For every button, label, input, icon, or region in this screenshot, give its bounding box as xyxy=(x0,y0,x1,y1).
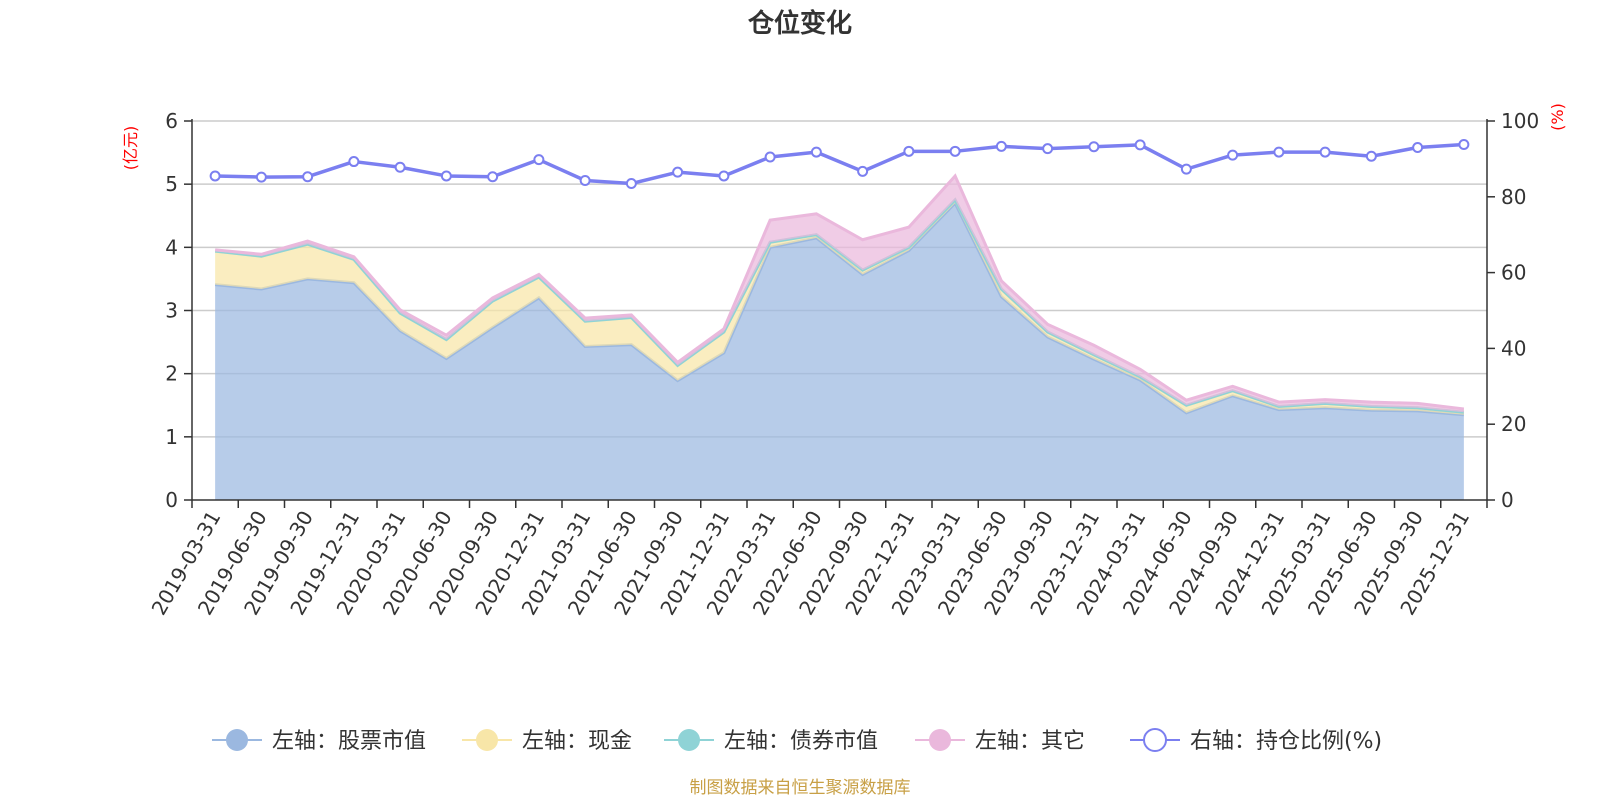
legend-item[interactable]: 左轴：股票市值 xyxy=(212,729,426,754)
holding-ratio-point xyxy=(302,171,314,183)
data-source-note: 制图数据来自恒生聚源数据库 xyxy=(690,778,911,798)
holding-ratio-point xyxy=(857,165,869,177)
left-tick-label: 2 xyxy=(165,362,178,386)
holding-ratio-point xyxy=(625,178,637,190)
stack-edge-4 xyxy=(214,173,1465,411)
holding-ratio-point xyxy=(1227,149,1239,161)
legend-swatch-marker xyxy=(476,729,498,751)
legend-swatch-marker xyxy=(678,729,700,751)
left-tick-label: 0 xyxy=(165,488,178,512)
holding-ratio-point xyxy=(672,166,684,178)
legend-label: 左轴：股票市值 xyxy=(272,729,426,754)
stack-area-1 xyxy=(215,203,1464,500)
legend-item[interactable]: 左轴：其它 xyxy=(915,729,1085,754)
legend-item[interactable]: 左轴：现金 xyxy=(462,729,632,754)
holding-ratio-point xyxy=(1412,142,1424,154)
legend-label: 右轴：持仓比例(%) xyxy=(1190,729,1382,754)
holding-ratio-point xyxy=(1088,141,1100,153)
left-tick-label: 3 xyxy=(165,299,178,323)
legend-label: 左轴：其它 xyxy=(975,729,1085,754)
holding-ratio-point xyxy=(487,171,499,183)
legend-label: 左轴：现金 xyxy=(522,729,632,754)
legend-swatch-marker xyxy=(929,729,951,751)
legend-item[interactable]: 左轴：债券市值 xyxy=(664,729,878,754)
holding-ratio-point xyxy=(533,154,545,166)
holding-ratio-point xyxy=(1365,150,1377,162)
right-tick-label: 40 xyxy=(1501,336,1526,360)
holding-ratio-point xyxy=(579,175,591,187)
holding-ratio-point xyxy=(810,146,822,158)
left-tick-label: 5 xyxy=(165,172,178,196)
holding-ratio-point xyxy=(949,145,961,157)
legend-item[interactable]: 右轴：持仓比例(%) xyxy=(1130,728,1382,754)
holding-ratio-point xyxy=(1134,139,1146,151)
right-tick-label: 20 xyxy=(1501,412,1526,436)
legend: 左轴：股票市值 左轴：现金 左轴：债券市值 左轴：其它 右轴：持仓比例(%) xyxy=(212,728,1382,754)
holding-ratio-point xyxy=(995,140,1007,152)
holding-ratio-point xyxy=(209,170,221,182)
holding-ratio-point xyxy=(1458,138,1470,150)
holding-ratio-line xyxy=(215,142,1464,186)
holding-ratio-point xyxy=(1042,143,1054,155)
left-axis-unit: (亿元) xyxy=(121,126,140,171)
holding-ratio-point xyxy=(1180,163,1192,175)
legend-swatch-marker xyxy=(226,729,248,751)
right-tick-label: 100 xyxy=(1501,109,1539,133)
right-tick-label: 80 xyxy=(1501,185,1526,209)
left-tick-label: 4 xyxy=(165,235,178,259)
area-layer xyxy=(214,173,1465,500)
left-tick-label: 1 xyxy=(165,425,178,449)
legend-label: 左轴：债券市值 xyxy=(724,729,878,754)
holding-ratio-point xyxy=(718,170,730,182)
holding-ratio-point xyxy=(1319,146,1331,158)
holding-ratio-point xyxy=(440,170,452,182)
left-tick-label: 6 xyxy=(165,109,178,133)
right-tick-label: 0 xyxy=(1501,488,1514,512)
right-axis-unit: (%) xyxy=(1548,103,1567,131)
holding-ratio-point xyxy=(903,145,915,157)
holding-ratio-point xyxy=(764,151,776,163)
holding-ratio-point xyxy=(255,171,267,183)
holding-ratio-point xyxy=(394,161,406,173)
holding-ratio-point xyxy=(1273,146,1285,158)
holding-ratio-point xyxy=(348,156,360,168)
chart-title: 仓位变化 xyxy=(747,8,852,39)
right-tick-label: 60 xyxy=(1501,261,1526,285)
line-layer xyxy=(209,138,1470,190)
legend-swatch-marker xyxy=(1143,728,1167,752)
